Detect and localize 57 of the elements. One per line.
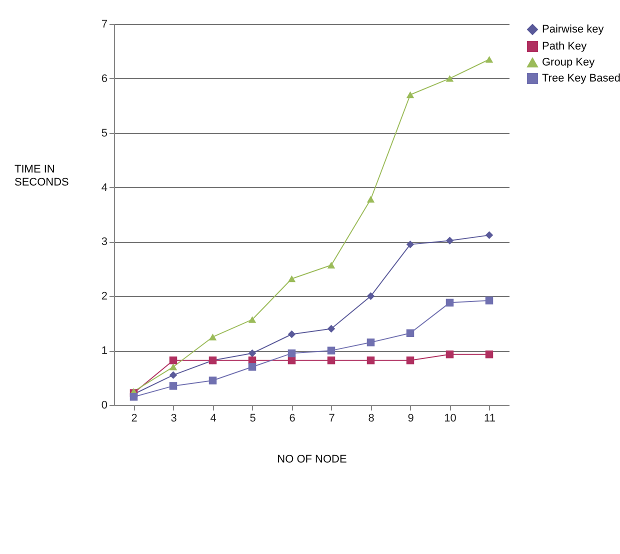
y-tick-label: 6 (101, 72, 108, 85)
point (406, 91, 414, 98)
x-tick-label: 4 (210, 412, 216, 424)
y-tick-label: 2 (101, 290, 108, 303)
x-tick-label: 2 (131, 412, 138, 424)
point (485, 56, 494, 63)
point (406, 356, 414, 364)
point (208, 334, 217, 340)
legend-label: Pairwise key (542, 24, 604, 36)
point (169, 364, 178, 370)
y-axis-title: TIME IN SECONDS (14, 164, 69, 188)
point (288, 349, 296, 358)
point (130, 392, 138, 401)
x-tick-label: 11 (484, 412, 496, 424)
point (406, 329, 414, 338)
x-axis-title: NO OF NODE (277, 454, 347, 466)
x-tick-label: 6 (289, 412, 296, 424)
point (446, 350, 454, 358)
legend-label: Path Key (542, 40, 588, 52)
y-tick-label: 0 (101, 400, 108, 412)
point (406, 240, 414, 248)
point (248, 363, 256, 371)
x-tick-label: 8 (368, 412, 374, 424)
point (446, 75, 454, 82)
point (327, 356, 336, 364)
point (366, 292, 375, 300)
point (366, 196, 375, 203)
y-tick-label: 1 (101, 345, 108, 358)
x-tick-label: 3 (170, 412, 177, 424)
point (169, 356, 178, 364)
x-tick-label: 10 (444, 412, 456, 424)
point (485, 296, 494, 304)
legend-label: Group Key (542, 56, 596, 68)
point (208, 376, 217, 384)
y-tick-label: 4 (101, 182, 108, 194)
point (327, 262, 336, 268)
point (446, 298, 454, 307)
point (366, 356, 375, 364)
point (288, 275, 296, 282)
legend-label: Tree Key Based (542, 72, 620, 84)
point (248, 316, 256, 323)
point (485, 231, 494, 240)
x-tick-label: 7 (328, 412, 335, 424)
point (248, 349, 256, 358)
point (288, 330, 296, 338)
point (485, 350, 494, 358)
point (169, 371, 178, 379)
point (327, 346, 336, 354)
y-tick-label: 7 (101, 18, 108, 30)
point (327, 324, 336, 333)
point (446, 236, 454, 244)
y-tick-label: 3 (101, 236, 108, 248)
point (169, 382, 178, 390)
x-tick-label: 9 (408, 412, 414, 424)
point (366, 338, 375, 346)
x-tick-label: 5 (250, 412, 256, 424)
y-tick-label: 5 (101, 127, 108, 140)
